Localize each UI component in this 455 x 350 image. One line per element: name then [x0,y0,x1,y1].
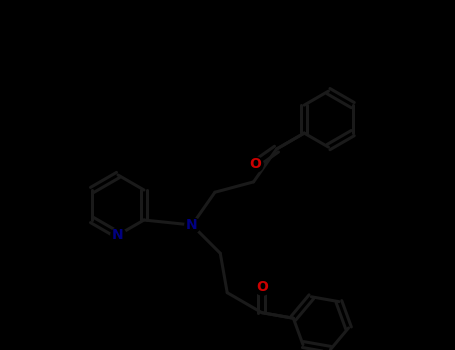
Text: O: O [249,157,261,171]
Text: N: N [186,218,198,232]
Text: N: N [112,228,124,242]
Text: O: O [256,280,268,294]
